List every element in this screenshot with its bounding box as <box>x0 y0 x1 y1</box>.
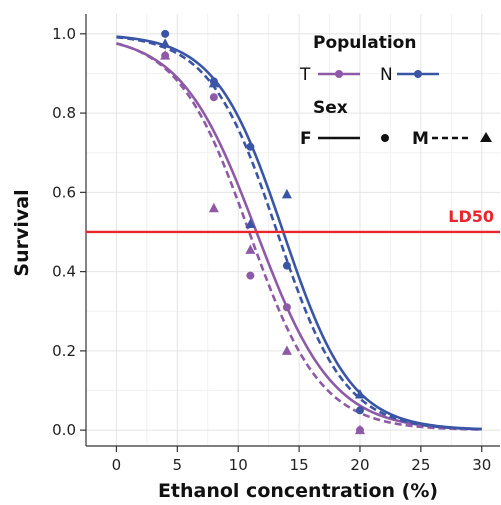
point-n-m <box>281 188 292 199</box>
point-n-f <box>282 261 291 270</box>
ld50-reference: LD50 <box>86 207 500 234</box>
y-tick-label: 0.4 <box>52 263 76 281</box>
fitted-curves <box>116 35 482 431</box>
point-t-m <box>245 244 256 254</box>
x-tick-label: 20 <box>350 456 369 474</box>
y-tick-label: 0.6 <box>52 183 76 201</box>
point-t-f <box>282 303 291 312</box>
curve-t-m <box>116 42 482 431</box>
point-t-f <box>246 271 255 280</box>
legend-key-m: M <box>412 129 429 149</box>
legend-marker-m <box>480 132 492 142</box>
y-tick-label: 0.0 <box>52 421 76 439</box>
legend-marker-t <box>335 70 343 78</box>
y-tick-label: 1.0 <box>52 25 76 43</box>
ld50-label: LD50 <box>448 207 494 226</box>
point-t-m <box>354 424 365 435</box>
curve-t-f <box>116 42 482 431</box>
point-n-f <box>161 29 170 38</box>
point-t-m <box>208 202 219 213</box>
legend-key-f: F <box>300 129 312 149</box>
legend-marker-f <box>381 134 389 142</box>
y-axis-title: Survival <box>11 189 33 276</box>
data-points <box>160 29 365 435</box>
point-n-f <box>355 406 364 415</box>
legend-population-title: Population <box>313 33 416 53</box>
x-tick-label: 0 <box>112 456 122 474</box>
axes: 0 5 10 15 20 25 30 0.0 0.2 0.4 0.6 0.8 1.0 <box>52 14 500 474</box>
legend-marker-n <box>414 70 422 78</box>
point-t-m <box>160 50 171 60</box>
y-tick-label: 0.8 <box>52 104 76 122</box>
point-n-m <box>354 388 365 399</box>
x-tick-label: 5 <box>173 456 183 474</box>
point-n-m <box>208 77 219 88</box>
curve-n-f <box>116 35 482 431</box>
legend-sex-title: Sex <box>313 98 348 118</box>
x-tick-label: 10 <box>229 456 248 474</box>
x-tick-label: 30 <box>472 456 491 474</box>
legend-key-t: T <box>299 65 311 85</box>
point-n-m <box>160 38 171 48</box>
point-t-f <box>209 93 218 102</box>
x-tick-label: 25 <box>411 456 430 474</box>
point-t-m <box>281 345 292 355</box>
x-axis-title: Ethanol concentration (%) <box>158 480 438 502</box>
legend-key-n: N <box>380 65 393 85</box>
y-tick-label: 0.2 <box>52 342 76 360</box>
grid <box>86 14 500 446</box>
x-tick-label: 15 <box>290 456 309 474</box>
legend: Population T N Sex F M <box>299 33 492 149</box>
point-n-f <box>246 142 255 151</box>
point-n-m <box>245 218 256 229</box>
